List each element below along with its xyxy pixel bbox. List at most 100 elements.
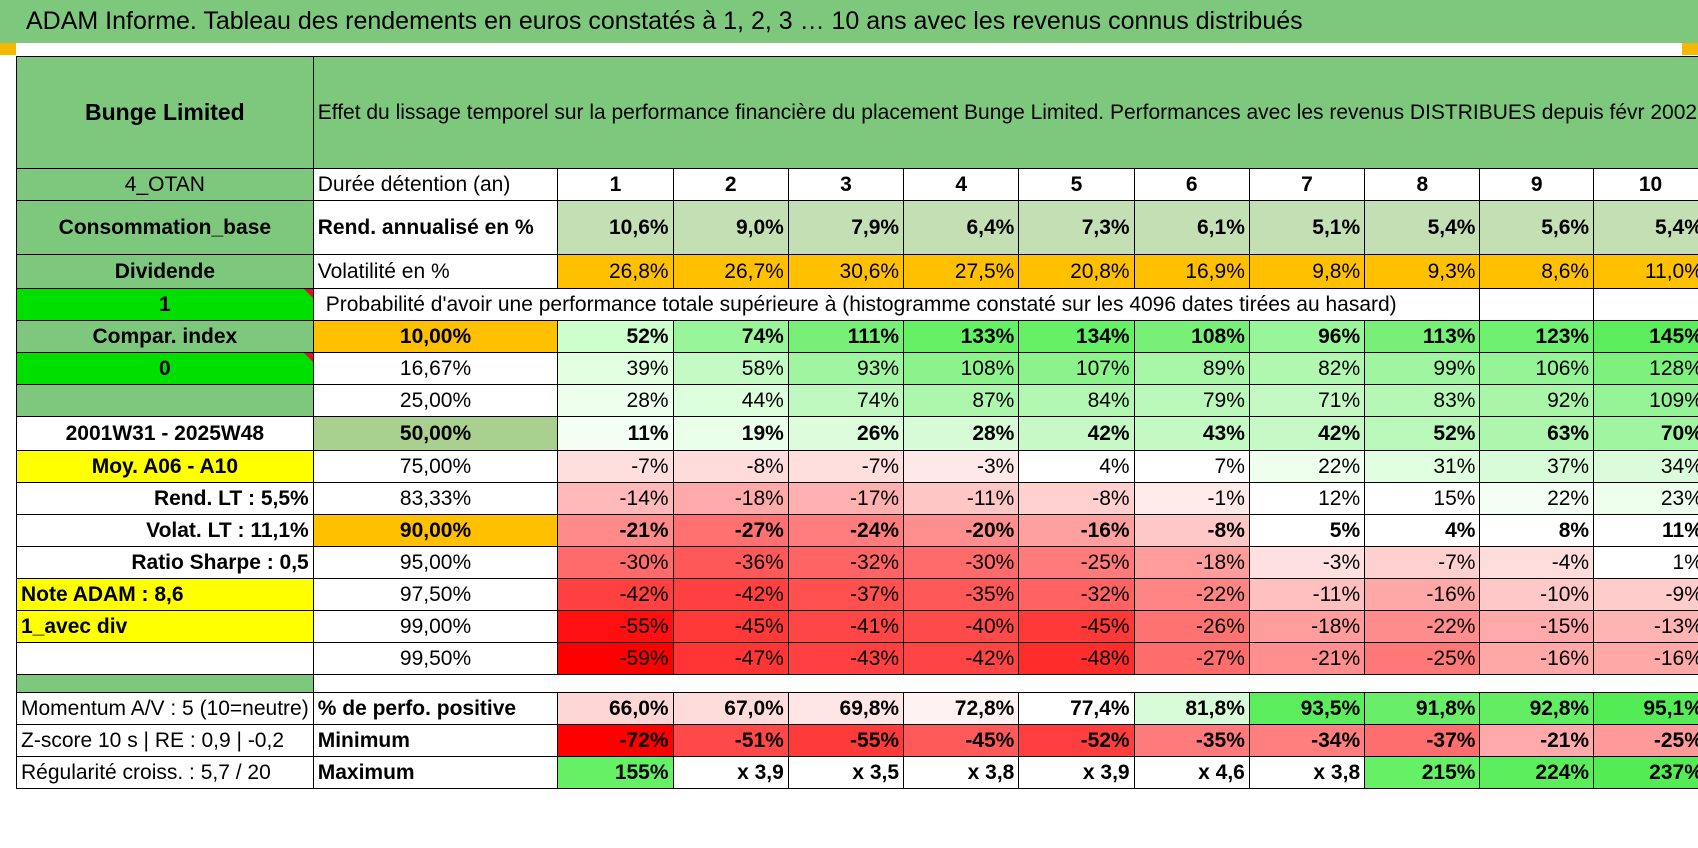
annualized-return-cell: 6,1%	[1133, 200, 1250, 255]
side-label: 0	[16, 352, 314, 385]
positive-performance-row: Momentum A/V : 5 (10=neutre)% de perfo. …	[16, 692, 1698, 725]
percentile-cell: -21%	[557, 514, 674, 547]
percentile-cell: -45%	[1018, 610, 1135, 643]
percentile-cell: 108%	[1133, 320, 1250, 353]
percentile-cell: 70%	[1593, 416, 1698, 451]
duration-cell: 9	[1479, 168, 1595, 201]
percentile-cell: -16%	[1593, 642, 1698, 675]
volatility-cell: 20,8%	[1018, 254, 1135, 289]
annualized-return-cell: 5,4%	[1593, 200, 1698, 255]
percentile-label: 95,00%	[312, 546, 559, 579]
positive-performance-cell: 95,1%	[1593, 692, 1698, 725]
percentile-row: 0 16,67% 39% 58% 93% 108% 107% 89% 82% 99% 106% 128…	[16, 352, 1698, 385]
spacer-cell	[16, 674, 314, 693]
percentile-cell: 109%	[1593, 384, 1698, 417]
percentile-cell: -17%	[787, 482, 905, 515]
row-label: Minimum	[312, 724, 559, 757]
header-row: Bunge Limited Effet du lissage temporel …	[16, 56, 1698, 169]
percentile-cell: 145%	[1593, 320, 1698, 353]
percentile-cell: 28%	[903, 416, 1020, 451]
percentile-cell: 1%	[1593, 546, 1698, 579]
percentile-cell: 63%	[1479, 416, 1595, 451]
side-label: Compar. index	[16, 320, 314, 353]
percentile-cell: -27%	[1133, 642, 1250, 675]
positive-performance-cell: 69,8%	[787, 692, 905, 725]
report-title: ADAM Informe. Tableau des rendements en …	[0, 0, 1698, 43]
percentile-cell: 134%	[1018, 320, 1135, 353]
percentile-cell: 106%	[1479, 352, 1595, 385]
percentile-cell: 82%	[1248, 352, 1366, 385]
percentile-cell: 83%	[1364, 384, 1481, 417]
positive-performance-cell: 67,0%	[672, 692, 789, 725]
percentile-cell: 22%	[1248, 450, 1366, 483]
positive-performance-cell: 91,8%	[1364, 692, 1481, 725]
annualized-return-cell: 5,6%	[1479, 200, 1595, 255]
minimum-cell: -35%	[1133, 724, 1250, 757]
percentile-label: 90,00%	[312, 514, 559, 547]
percentile-cell: 4%	[1364, 514, 1481, 547]
percentile-cell: -11%	[903, 482, 1020, 515]
annualized-return-cell: 7,3%	[1018, 200, 1135, 255]
duration-cell: 5	[1018, 168, 1135, 201]
side-label: Note ADAM : 8,6	[16, 578, 314, 611]
percentile-cell: -4%	[1479, 546, 1595, 579]
percentile-cell: 42%	[1248, 416, 1366, 451]
percentile-cell: 96%	[1248, 320, 1366, 353]
positive-performance-cell: 93,5%	[1248, 692, 1366, 725]
percentile-cell: -43%	[787, 642, 905, 675]
side-label: 1_avec div	[16, 610, 314, 643]
percentile-cell: 107%	[1018, 352, 1135, 385]
maximum-cell: x 3,5	[787, 756, 905, 789]
corner-marker-left	[0, 43, 16, 55]
positive-performance-cell: 66,0%	[557, 692, 674, 725]
percentile-cell: 4%	[1018, 450, 1135, 483]
percentile-cell: 79%	[1133, 384, 1250, 417]
annualized-return-cell: 7,9%	[787, 200, 905, 255]
percentile-cell: 34%	[1593, 450, 1698, 483]
duration-cell: 2	[672, 168, 789, 201]
maximum-cell: x 3,9	[1018, 756, 1135, 789]
percentile-cell: -18%	[1133, 546, 1250, 579]
side-label	[16, 384, 314, 417]
minimum-cell: -55%	[787, 724, 905, 757]
percentile-row: Note ADAM : 8,6 97,50% -42% -42% -37% -35% -32…	[16, 578, 1698, 611]
side-label: 1	[16, 288, 314, 321]
spacer-cell	[313, 674, 1698, 693]
percentile-cell: 92%	[1479, 384, 1595, 417]
minimum-cell: -45%	[903, 724, 1020, 757]
duration-cell: 4	[903, 168, 1020, 201]
security-name: Bunge Limited	[16, 56, 314, 169]
maximum-cell: x 3,8	[903, 756, 1020, 789]
percentile-cell: -8%	[672, 450, 789, 483]
percentile-cell: -8%	[1018, 482, 1135, 515]
percentile-cell: 19%	[672, 416, 789, 451]
annualized-return-row: Consommation_base Rend. annualisé en % 10,…	[16, 200, 1698, 255]
percentile-cell: -36%	[672, 546, 789, 579]
percentile-row: 2001W31 - 2025W48 50,00% 11% 19% 26% 28% 42% 43…	[16, 416, 1698, 451]
duration-cell: 8	[1364, 168, 1481, 201]
percentile-cell: -42%	[557, 578, 674, 611]
percentile-cell: -26%	[1133, 610, 1250, 643]
duration-cell: 7	[1248, 168, 1366, 201]
duration-row: 4_OTAN Durée détention (an) 1 2 3 4 5 6 7 8 9 10	[16, 168, 1698, 201]
percentile-cell: 58%	[672, 352, 789, 385]
volatility-cell: 26,8%	[557, 254, 674, 289]
minimum-cell: -25%	[1593, 724, 1698, 757]
percentile-cell: 84%	[1018, 384, 1135, 417]
table-description: Effet du lissage temporel sur la perform…	[312, 56, 1698, 169]
percentile-cell: 39%	[557, 352, 674, 385]
percentile-cell: 123%	[1479, 320, 1595, 353]
percentile-cell: 99%	[1364, 352, 1481, 385]
percentile-row: Compar. index 10,00% 52% 74% 111% 133% 134% 108…	[16, 320, 1698, 353]
percentile-label: 75,00%	[312, 450, 559, 483]
percentile-cell: -8%	[1133, 514, 1250, 547]
minimum-cell: -34%	[1248, 724, 1366, 757]
returns-table: Bunge Limited Effet du lissage temporel …	[16, 56, 1698, 789]
minimum-row: Z-score 10 s | RE : 0,9 | -0,2 Minimum -72…	[16, 724, 1698, 757]
percentile-cell: -3%	[1248, 546, 1366, 579]
percentile-cell: 87%	[903, 384, 1020, 417]
percentile-cell: -15%	[1479, 610, 1595, 643]
duration-cell: 3	[787, 168, 905, 201]
empty-cell	[1593, 288, 1698, 321]
percentile-label: 50,00%	[312, 416, 559, 451]
